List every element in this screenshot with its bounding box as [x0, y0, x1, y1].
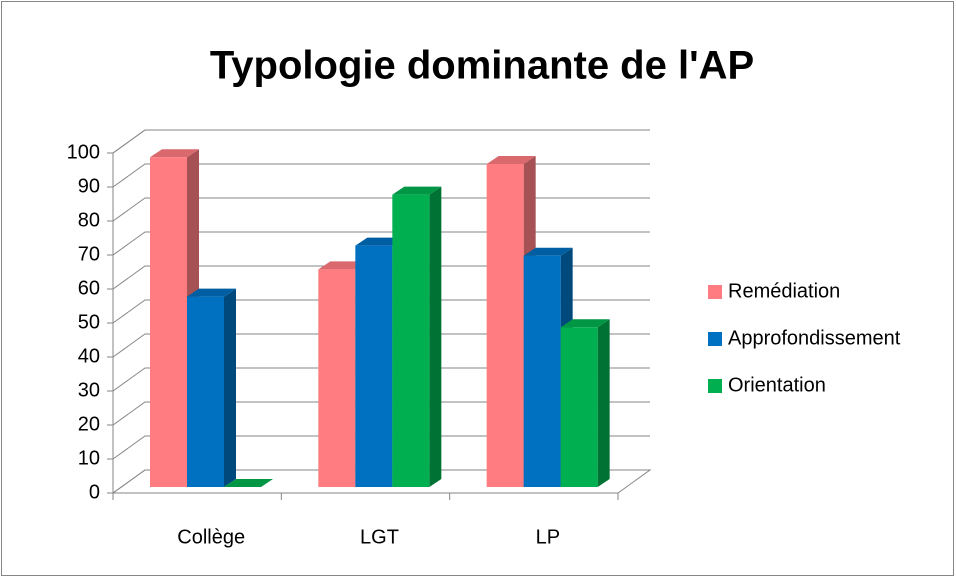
bar-face — [486, 156, 536, 164]
y-tick-label: 10 — [78, 447, 100, 469]
bar-face — [150, 157, 187, 487]
grid-line — [112, 333, 650, 358]
legend-label: Remédiation — [728, 280, 840, 302]
bar-face — [560, 327, 598, 487]
chart-title: Typologie dominante de l'AP — [210, 44, 754, 88]
y-tick-label: 100 — [67, 141, 100, 163]
y-tick-label: 80 — [78, 209, 100, 231]
bar — [560, 319, 610, 487]
bar-face — [355, 237, 405, 246]
x-tick-label: LP — [536, 526, 560, 548]
y-tick-label: 90 — [78, 175, 100, 197]
grid-line — [112, 197, 650, 222]
legend-swatch — [708, 332, 722, 346]
grid-line — [112, 163, 650, 188]
grid-line — [112, 231, 650, 256]
bar-face — [392, 194, 430, 487]
bar-face — [597, 319, 610, 487]
legend-swatch — [708, 379, 722, 393]
x-tick-label: LGT — [360, 526, 399, 548]
bar — [187, 288, 236, 487]
bar-face — [224, 479, 273, 487]
y-tick-label: 20 — [78, 413, 100, 435]
y-tick-label: 30 — [78, 379, 100, 401]
grid-line — [112, 435, 650, 460]
bar-face — [355, 245, 393, 487]
grid-line — [112, 265, 650, 290]
bar — [224, 479, 273, 487]
y-tick-label: 70 — [78, 243, 100, 265]
legend-label: Approfondissement — [728, 327, 901, 349]
bar-face — [187, 288, 236, 297]
bar-face — [523, 247, 573, 256]
bar-face — [224, 288, 236, 487]
bar-face — [392, 186, 442, 195]
y-tick-label: 40 — [78, 345, 100, 367]
y-tick-label: 60 — [78, 277, 100, 299]
y-tick-label: 50 — [78, 311, 100, 333]
grid-line — [112, 469, 650, 494]
grid-line — [112, 401, 650, 426]
bar-face — [429, 186, 442, 487]
bar-face — [318, 261, 368, 270]
bar-face — [187, 296, 224, 487]
bar-face — [150, 149, 199, 158]
x-tick-label: Collège — [177, 526, 245, 548]
bar-face — [523, 255, 561, 487]
bar-face — [486, 164, 524, 487]
grid-line — [112, 299, 650, 324]
grid-line — [112, 129, 650, 154]
legend-swatch — [708, 285, 722, 299]
bar-face — [560, 319, 610, 328]
bar-face — [318, 269, 356, 487]
legend-label: Orientation — [728, 374, 826, 396]
y-tick-label: 0 — [89, 481, 100, 503]
bar — [392, 186, 442, 487]
grid-line — [112, 367, 650, 392]
